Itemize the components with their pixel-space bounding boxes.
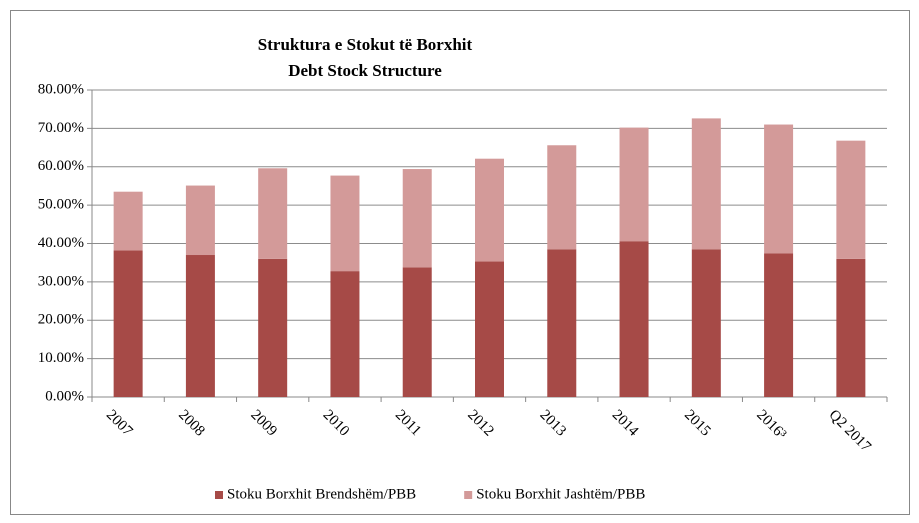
bar-segment (330, 271, 360, 397)
y-tick-label: 40.00% (38, 235, 84, 251)
legend-label: Stoku Borxhit Jashtëm/PBB (476, 486, 645, 502)
bar-segment (185, 185, 215, 256)
bar-segment (402, 267, 432, 397)
chart-border (10, 10, 910, 515)
legend-swatch (464, 491, 473, 499)
bar-segment (113, 191, 143, 251)
bar-segment (258, 168, 288, 259)
legend-label: Stoku Borxhit Brendshëm/PBB (227, 486, 416, 502)
bar-segment (185, 255, 215, 397)
bar-segment (113, 250, 143, 397)
legend-swatch (215, 491, 223, 499)
bar-segment (691, 118, 721, 250)
y-tick-label: 70.00% (38, 120, 84, 136)
bar-segment (475, 158, 504, 262)
y-tick-label: 30.00% (38, 273, 84, 289)
bar-segment (836, 140, 866, 259)
bar-segment (619, 127, 649, 242)
bar-segment (619, 241, 649, 397)
y-tick-label: 0.00% (45, 388, 84, 404)
chart-title: Struktura e Stokut të Borxhit (258, 35, 473, 54)
bar-segment (764, 124, 794, 254)
bar-segment (691, 249, 721, 397)
y-tick-label: 20.00% (38, 312, 84, 328)
y-tick-label: 10.00% (38, 350, 84, 366)
bar-segment (836, 258, 866, 397)
y-tick-label: 80.00% (38, 81, 84, 97)
bar-segment (402, 169, 432, 268)
bar-segment (475, 261, 504, 397)
bar-segment (547, 145, 577, 250)
bar-segment (330, 175, 360, 272)
y-tick-label: 60.00% (38, 158, 84, 174)
chart-subtitle: Debt Stock Structure (288, 61, 442, 80)
bar-segment (547, 249, 577, 397)
bar-segment (764, 253, 794, 397)
y-tick-label: 50.00% (38, 197, 84, 213)
bar-segment (258, 258, 288, 397)
